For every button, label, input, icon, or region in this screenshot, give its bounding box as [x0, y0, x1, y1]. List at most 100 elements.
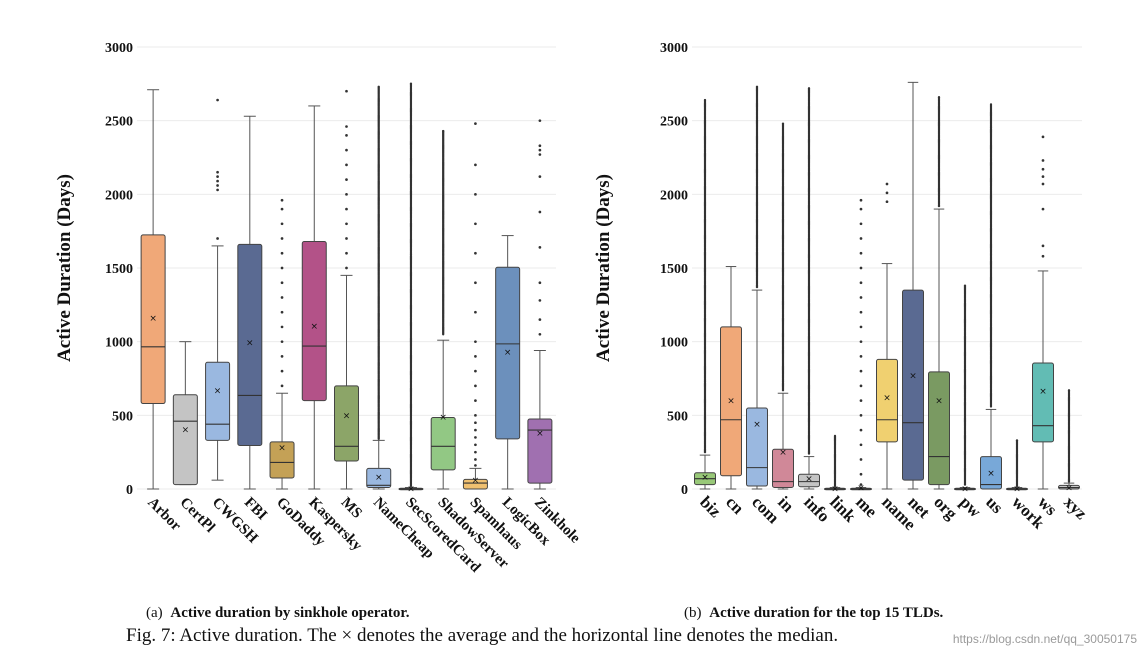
- box-a-godaddy-outlier-2: [280, 355, 284, 358]
- xtick-b-cn: cn: [722, 492, 748, 518]
- box-a-spamhaus-outlier-9: [474, 384, 477, 388]
- box-b-ws-outlier-3: [1041, 182, 1045, 186]
- panel-b-caption: (b) Active duration for the top 15 TLDs.: [684, 605, 944, 621]
- xtick-b-me: me: [852, 492, 881, 521]
- box-b-biz-outlier-342: [703, 98, 707, 102]
- box-b-xyz-mean: ×: [1065, 484, 1073, 494]
- box-b-me-outlier-17: [859, 237, 863, 240]
- box-b-info: ×: [798, 87, 820, 490]
- box-a-zinkhole-outlier-9: [538, 144, 542, 148]
- box-a-godaddy-outlier-5: [280, 310, 284, 314]
- box-a-arbor: ×: [140, 89, 166, 490]
- box-a-spamhaus-outlier-17: [474, 192, 477, 196]
- box-b-me-outlier-18: [859, 222, 863, 226]
- box-a-spamhaus-iqr: [462, 478, 488, 490]
- xtick-b-link: link: [826, 492, 860, 526]
- box-b-me-outlier-10: [859, 340, 863, 344]
- box-b-us: ×: [980, 103, 1002, 490]
- box-b-me-outlier-4: [859, 428, 863, 432]
- box-a-shadowserver: ×: [430, 129, 456, 490]
- box-b-me-outlier-15: [859, 266, 863, 270]
- box-b-in: ×: [772, 122, 794, 490]
- box-a-spamhaus-outlier-12: [474, 340, 477, 344]
- box-b-pw-outlier-193: [963, 284, 967, 287]
- box-a-spamhaus-outlier-15: [474, 251, 477, 255]
- box-b-info-outlier-355: [807, 87, 811, 90]
- box-b-link-mean: ×: [831, 484, 839, 494]
- ytick-b-1000: 1000: [660, 336, 688, 351]
- box-a-fbi-mean: ×: [246, 338, 254, 348]
- box-b-ws-outlier-4: [1041, 175, 1045, 179]
- ytick-a-1500: 1500: [105, 262, 133, 277]
- box-a-zinkhole-outlier-8: [538, 148, 542, 152]
- box-b-com-mean: ×: [753, 420, 761, 430]
- box-b-me-mean: ×: [857, 484, 865, 494]
- xtick-b-biz: biz: [696, 492, 725, 521]
- box-a-ms-outlier-11: [345, 89, 348, 93]
- ytick-b-2000: 2000: [660, 188, 688, 203]
- box-b-me: ×: [850, 198, 872, 494]
- box-b-pw: ×: [954, 284, 976, 494]
- box-a-ms-outlier-7: [345, 163, 348, 167]
- box-a-godaddy-outlier-9: [280, 251, 284, 255]
- box-a-godaddy-outlier-0: [280, 384, 284, 388]
- box-b-ws-outlier-6: [1041, 159, 1045, 162]
- box-a-fbi: ×: [237, 115, 263, 490]
- box-a-cwgsh-iqr: [205, 361, 231, 441]
- box-a-cwgsh-outlier-1: [216, 188, 219, 192]
- box-a-spamhaus-outlier-4: [474, 436, 477, 439]
- box-a-spamhaus-outlier-5: [474, 428, 477, 432]
- box-a-kaspersky: ×: [301, 105, 327, 490]
- box-a-spamhaus-outlier-11: [474, 355, 477, 358]
- box-a-godaddy-outlier-13: [280, 198, 284, 202]
- box-a-ms-mean: ×: [343, 411, 351, 421]
- box-a-godaddy-outlier-12: [280, 207, 284, 211]
- box-a-shadowserver-outlier-198: [442, 129, 445, 133]
- box-a-ms-outlier-3: [345, 222, 348, 226]
- box-b-org-outlier-106: [937, 95, 941, 99]
- box-b-me-outlier-1: [859, 472, 863, 476]
- box-b-work: ×: [1006, 439, 1028, 494]
- box-b-name: ×: [876, 182, 898, 490]
- box-a-cwgsh-mean: ×: [214, 386, 222, 396]
- box-a-ms-outlier-10: [345, 125, 348, 128]
- box-a-zinkhole-outlier-6: [538, 175, 542, 179]
- box-b-me-outlier-19: [859, 207, 863, 211]
- box-a-spamhaus-outlier-8: [474, 399, 477, 402]
- box-a-zinkhole-outlier-5: [538, 210, 542, 214]
- box-b-us-outlier-293: [989, 103, 993, 106]
- ytick-b-0: 0: [681, 483, 688, 498]
- box-a-spamhaus-outlier-0: [474, 464, 477, 467]
- panel-b-caption-label: (b): [684, 605, 702, 621]
- box-b-net-iqr: [902, 289, 924, 481]
- box-a-spamhaus-outlier-16: [474, 222, 477, 226]
- box-a-cwgsh-outlier-6: [216, 98, 219, 102]
- box-b-com-outlier-195: [755, 85, 759, 88]
- box-a-spamhaus-outlier-10: [474, 369, 477, 373]
- box-b-me-outlier-7: [859, 384, 863, 388]
- xtick-b-xyz: xyz: [1060, 492, 1091, 523]
- box-a-zinkhole-iqr: [527, 418, 553, 484]
- box-b-org-mean: ×: [935, 397, 943, 407]
- box-a-ms-outlier-2: [345, 237, 348, 240]
- box-b-com-iqr: [746, 407, 768, 487]
- box-b-name-outlier-0: [885, 200, 889, 204]
- box-a-namecheap: ×: [366, 85, 392, 490]
- box-a-shadowserver-mean: ×: [439, 413, 447, 423]
- box-b-link: ×: [824, 434, 846, 494]
- box-a-logicbox-iqr: [495, 266, 521, 440]
- box-b-me-outlier-5: [859, 413, 863, 417]
- box-a-godaddy-mean: ×: [278, 444, 286, 454]
- xtick-a-ms: MS: [338, 495, 365, 522]
- xtick-b-com: com: [748, 492, 783, 527]
- box-a-logicbox: ×: [495, 235, 521, 490]
- box-b-me-outlier-3: [859, 443, 863, 447]
- box-a-zinkhole-outlier-10: [538, 119, 542, 123]
- box-a-cwgsh-outlier-2: [216, 184, 219, 187]
- panel-a-chart: 0 500 1000 1500 2000 2500 3000 Active Duration …: [54, 41, 583, 576]
- box-b-us-iqr: [980, 456, 1002, 490]
- xtick-a-certpl: CertPl: [177, 495, 218, 536]
- box-a-ms: ×: [334, 89, 359, 490]
- box-a-godaddy-outlier-3: [280, 340, 284, 344]
